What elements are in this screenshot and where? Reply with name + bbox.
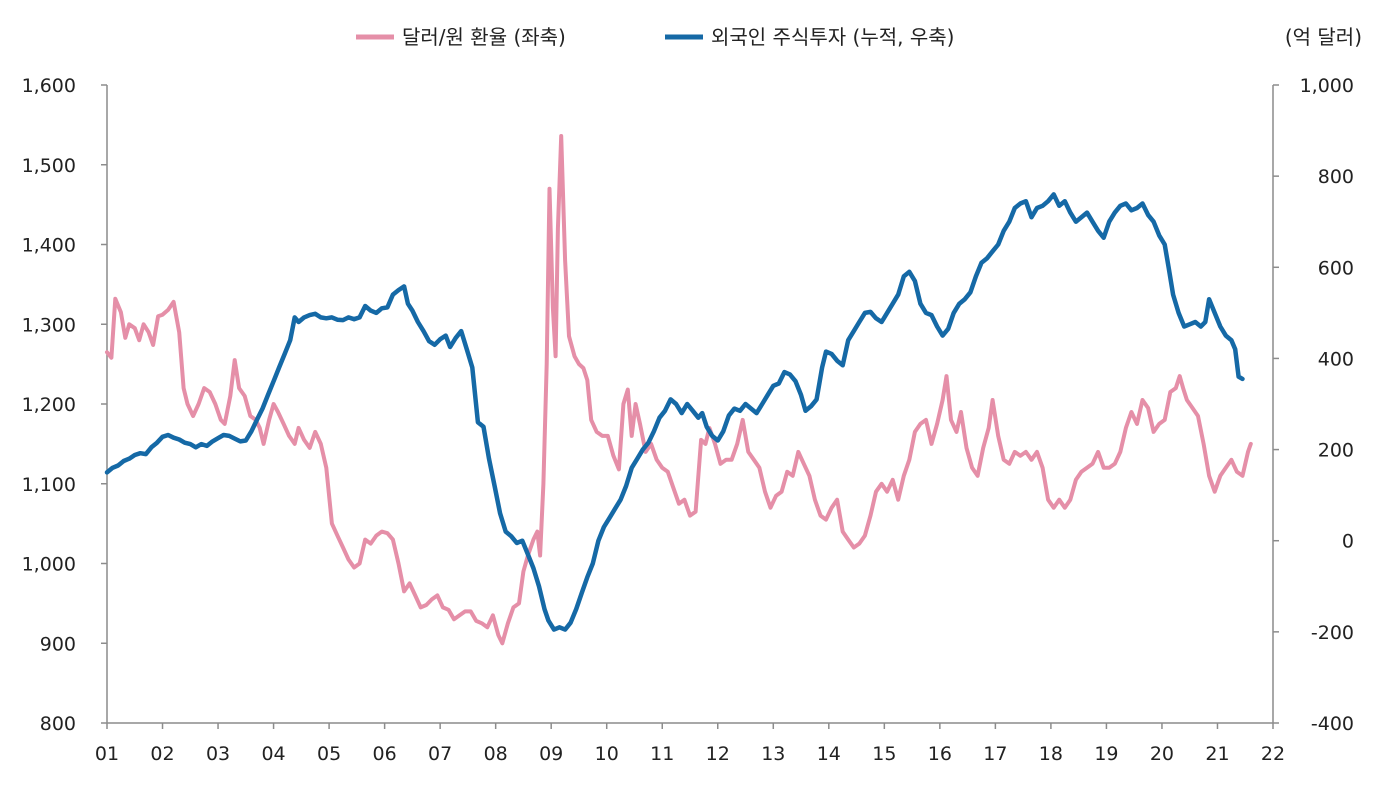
series-line-exchange-rate [105,134,1253,646]
left-tick-label: 1,000 [22,554,76,576]
left-tick-label: 1,100 [22,474,76,496]
right-tick-label: 0 [1342,531,1354,553]
left-tick-label: 900 [40,633,76,655]
left-tick-label: 1,500 [22,155,76,177]
x-tick-label: 13 [761,743,785,765]
x-tick-label: 10 [595,743,619,765]
right-tick-label: -400 [1311,713,1354,735]
series-line-foreign-investment [104,192,1245,632]
series-layer [104,134,1253,646]
x-tick-label: 11 [650,743,674,765]
x-tick-label: 04 [261,743,285,765]
right-tick-label: 600 [1318,257,1354,279]
legend-label-exchange-rate: 달러/원 환율 (좌축) [402,25,566,49]
right-tick-label: 200 [1318,440,1354,462]
x-tick-label: 05 [317,743,341,765]
x-tick-label: 14 [817,743,841,765]
x-tick-label: 07 [428,743,452,765]
left-tick-label: 1,300 [22,314,76,336]
x-tick-label: 02 [150,743,174,765]
x-tick-label: 06 [373,743,397,765]
right-tick-label: 800 [1318,166,1354,188]
left-tick-label: 1,200 [22,394,76,416]
x-tick-label: 03 [206,743,230,765]
right-y-ticks: -400 -200 0 200 400 600 800 1,000 [1273,75,1354,735]
legend: 달러/원 환율 (좌축) 외국인 주식투자 (누적, 우축) [356,25,954,49]
x-tick-label: 12 [706,743,730,765]
x-tick-label: 01 [95,743,119,765]
right-axis-unit-label: (억 달러) [1285,25,1362,49]
right-tick-label: -200 [1311,622,1354,644]
left-y-ticks: 800 900 1,000 1,100 1,200 1,300 1,400 1,500 1,60… [22,75,107,735]
x-tick-label: 21 [1205,743,1229,765]
x-tick-label: 20 [1150,743,1174,765]
x-tick-label: 16 [928,743,952,765]
x-tick-label: 09 [539,743,563,765]
legend-label-foreign-investment: 외국인 주식투자 (누적, 우축) [711,25,954,49]
x-tick-label: 22 [1261,743,1285,765]
right-tick-label: 400 [1318,348,1354,370]
x-tick-label: 18 [1039,743,1063,765]
x-ticks: 01 02 03 04 05 06 07 08 09 10 11 12 13 14 15 16 17 18 19 20… [95,723,1285,765]
x-tick-label: 19 [1094,743,1118,765]
x-tick-label: 15 [872,743,896,765]
x-tick-label: 17 [983,743,1007,765]
left-tick-label: 1,400 [22,235,76,257]
left-tick-label: 800 [40,713,76,735]
x-tick-label: 08 [484,743,508,765]
right-tick-label: 1,000 [1300,75,1354,97]
left-tick-label: 1,600 [22,75,76,97]
